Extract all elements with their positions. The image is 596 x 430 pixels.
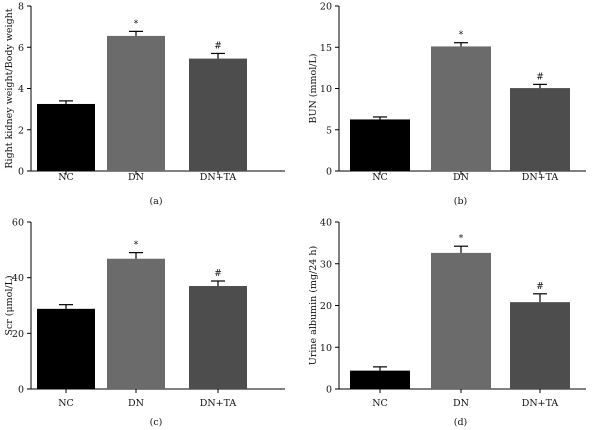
y-tick-label: 40 xyxy=(12,273,24,284)
bar-nc xyxy=(37,308,95,389)
bar-dn xyxy=(431,252,491,389)
y-tick-label: 60 xyxy=(12,218,24,229)
bar-dn-ta xyxy=(510,88,570,171)
significance-mark: # xyxy=(214,41,222,51)
x-tick-label: DN xyxy=(128,172,144,183)
y-tick-label: 0 xyxy=(326,385,332,396)
significance-mark: # xyxy=(536,282,544,292)
x-tick-label: DN xyxy=(453,398,469,409)
y-tick-label: 2 xyxy=(18,125,24,136)
panel-label: (b) xyxy=(454,196,468,207)
x-tick-label: DN+TA xyxy=(200,398,237,409)
panel-label: (a) xyxy=(149,196,162,207)
y-tick-label: 0 xyxy=(326,167,332,178)
chart-panel-2: 0 5 10 15 20 BUN (mmol/L) NC * DN # DN+TA (b) xyxy=(308,2,586,207)
bar-nc xyxy=(350,370,410,389)
bar-dn-ta xyxy=(189,58,247,171)
x-tick-label: DN+TA xyxy=(200,172,237,183)
chart-panel-4: 0 10 20 30 40 Urine albumin (mg/24 h) NC * DN # DN… xyxy=(308,218,586,428)
y-tick-label: 0 xyxy=(18,167,24,178)
y-axis-label: BUN (mmol/L) xyxy=(308,53,319,123)
significance-mark: # xyxy=(214,269,222,279)
x-tick-label: NC xyxy=(372,398,388,409)
significance-mark: # xyxy=(536,72,544,82)
y-axis-label: Right kidney weight/Body weight xyxy=(4,8,15,168)
y-tick-label: 10 xyxy=(320,84,332,95)
significance-mark: * xyxy=(459,234,464,244)
y-tick-label: 4 xyxy=(18,84,24,95)
bar-dn xyxy=(431,46,491,171)
y-tick-label: 8 xyxy=(18,2,24,13)
y-tick-label: 6 xyxy=(18,43,24,54)
significance-mark: * xyxy=(134,19,139,29)
chart-panel-3: 0 20 40 60 Scr (μmol/L) NC * DN # DN+TA (c) xyxy=(4,218,285,428)
y-tick-label: 30 xyxy=(320,259,332,270)
x-tick-label: DN xyxy=(453,172,469,183)
x-tick-label: DN+TA xyxy=(522,172,559,183)
y-tick-label: 20 xyxy=(12,329,24,340)
panel-label: (c) xyxy=(150,417,163,428)
bar-dn-ta xyxy=(189,286,247,389)
bar-nc xyxy=(350,119,410,171)
bar-dn-ta xyxy=(510,302,570,389)
y-tick-label: 20 xyxy=(320,301,332,312)
bar-dn xyxy=(107,35,165,171)
y-tick-label: 40 xyxy=(320,218,332,229)
y-tick-label: 15 xyxy=(320,43,332,54)
y-tick-label: 20 xyxy=(320,2,332,13)
y-tick-label: 10 xyxy=(320,343,332,354)
y-tick-label: 0 xyxy=(18,385,24,396)
y-tick-label: 5 xyxy=(326,125,332,136)
bar-nc xyxy=(37,103,95,171)
panel-label: (d) xyxy=(454,417,468,428)
significance-mark: * xyxy=(134,241,139,251)
x-tick-label: NC xyxy=(372,172,388,183)
x-tick-label: DN+TA xyxy=(522,398,559,409)
y-axis-label: Urine albumin (mg/24 h) xyxy=(308,246,319,365)
x-tick-label: DN xyxy=(128,398,144,409)
significance-mark: * xyxy=(459,31,464,41)
x-tick-label: NC xyxy=(58,398,74,409)
bar-dn xyxy=(107,258,165,389)
y-axis-label: Scr (μmol/L) xyxy=(4,275,15,335)
x-tick-label: NC xyxy=(58,172,74,183)
